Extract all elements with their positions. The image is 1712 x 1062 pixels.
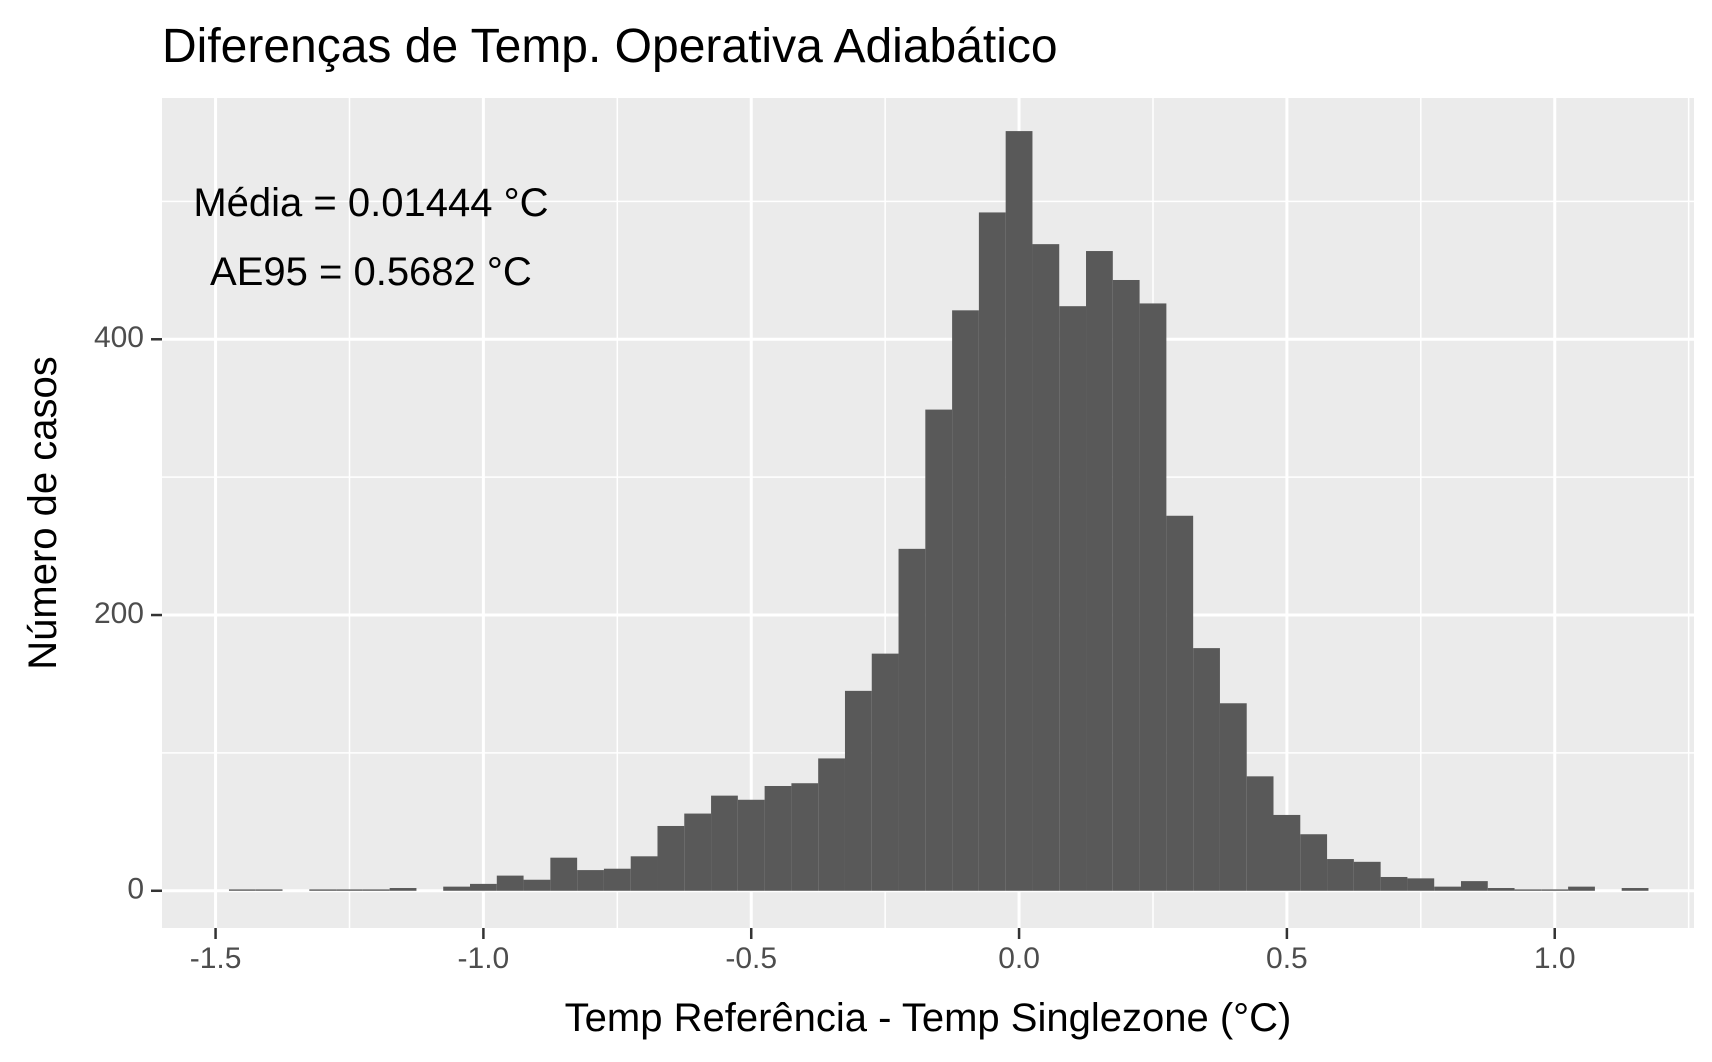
- histogram-bar: [871, 653, 899, 891]
- x-tick-label: 1.0: [1534, 942, 1576, 975]
- annotation-text: Média = 0.01444 °C: [193, 181, 548, 225]
- histogram-bar: [1568, 886, 1595, 891]
- histogram-bar: [1139, 303, 1167, 891]
- x-tick-label: 0.5: [1266, 942, 1308, 975]
- histogram-bar: [711, 795, 738, 891]
- x-axis-title: Temp Referência - Temp Singlezone (°C): [565, 996, 1292, 1040]
- histogram-bar: [844, 690, 872, 891]
- histogram-bar: [978, 212, 1006, 891]
- histogram-bar: [818, 758, 845, 891]
- histogram-bar: [1112, 279, 1140, 891]
- y-tick-label: 0: [127, 873, 144, 906]
- histogram-bar: [1487, 888, 1515, 891]
- histogram-bar: [1246, 776, 1274, 891]
- histogram-bar: [1460, 881, 1488, 891]
- y-axis: 0 200 400: [94, 321, 162, 906]
- histogram-bar: [1434, 886, 1461, 891]
- histogram-bar: [550, 857, 578, 891]
- histogram-bar: [1300, 834, 1328, 891]
- histogram-bar: [1407, 878, 1435, 891]
- histogram-bar: [470, 883, 497, 891]
- histogram-bar: [443, 886, 471, 891]
- statistics-annotations: Média = 0.01444 °C AE95 = 0.5682 °C: [193, 181, 548, 294]
- histogram-bar: [1380, 876, 1408, 891]
- histogram-bar: [791, 783, 819, 891]
- histogram-bar: [1219, 703, 1247, 891]
- histogram-bar: [1032, 244, 1060, 891]
- histogram-bar: [228, 889, 256, 891]
- histogram-bar: [496, 875, 524, 891]
- histogram-bar: [898, 548, 926, 891]
- histogram-bar: [389, 888, 417, 891]
- histogram-bar: [1621, 888, 1649, 891]
- histogram-bar: [603, 868, 631, 891]
- x-tick-label: -1.5: [190, 942, 242, 975]
- histogram-bar: [657, 825, 685, 891]
- histogram-bar: [309, 889, 337, 891]
- histogram-bar: [952, 310, 979, 891]
- histogram-bar: [336, 889, 363, 891]
- histogram-bar: [1353, 861, 1381, 891]
- histogram-bar: [925, 409, 953, 891]
- histogram-bar: [1327, 859, 1354, 891]
- histogram-bar: [1193, 648, 1220, 891]
- y-tick-label: 400: [94, 321, 144, 354]
- histogram-bar: [1166, 515, 1194, 891]
- histogram-bar: [764, 785, 792, 891]
- x-axis: -1.5 -1.0 -0.5 0.0 0.5 1.0: [190, 928, 1576, 975]
- histogram-bar: [523, 879, 551, 891]
- histogram-bar: [1273, 814, 1301, 891]
- histogram-bar: [1514, 889, 1542, 891]
- y-axis-title: Número de casos: [21, 356, 65, 669]
- histogram-bar: [684, 813, 712, 891]
- histogram-bar: [1541, 889, 1569, 891]
- x-tick-label: -1.0: [458, 942, 510, 975]
- histogram-bar: [362, 889, 390, 891]
- histogram-bar: [737, 799, 765, 891]
- histogram-bar: [1059, 306, 1087, 891]
- x-tick-label: 0.0: [998, 942, 1040, 975]
- annotation-text: AE95 = 0.5682 °C: [210, 250, 532, 294]
- x-tick-label: -0.5: [725, 942, 777, 975]
- histogram-bar: [577, 870, 604, 891]
- histogram-bar: [630, 856, 658, 891]
- histogram-bar: [1005, 131, 1033, 891]
- y-tick-label: 200: [94, 597, 144, 630]
- histogram-bar: [255, 889, 283, 891]
- chart-title: Diferenças de Temp. Operativa Adiabático: [162, 20, 1058, 73]
- histogram-bar: [1086, 251, 1113, 891]
- histogram-bars: [228, 131, 1649, 891]
